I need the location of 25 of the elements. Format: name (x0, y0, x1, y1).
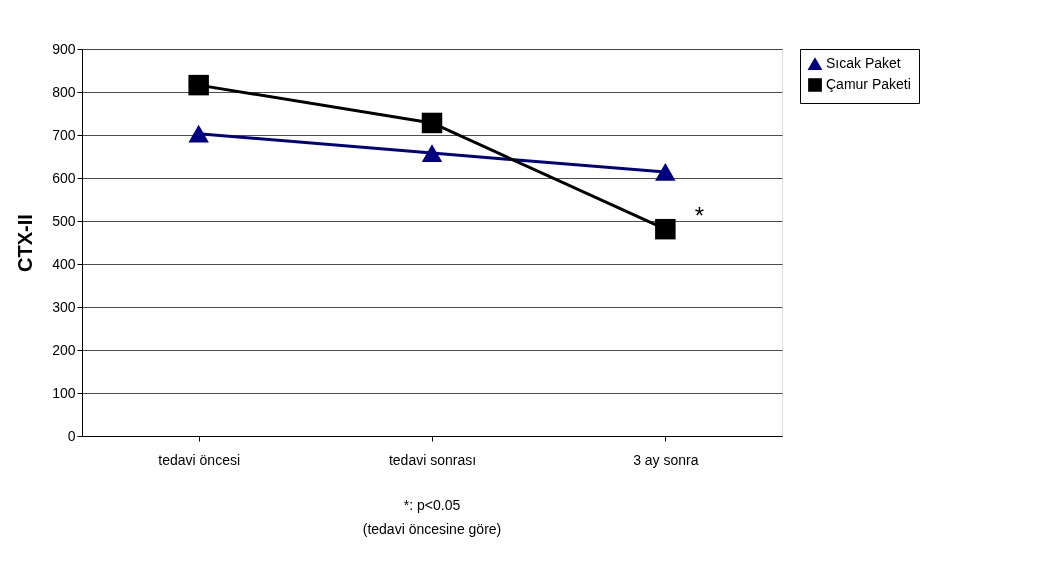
x-tick-label: tedavi öncesi (158, 451, 241, 468)
y-tick-label: 200 (52, 341, 76, 358)
y-tick-label: 300 (52, 298, 76, 315)
y-tick-label: 600 (52, 169, 76, 186)
legend-label: Çamur Paketi (826, 76, 911, 92)
point (188, 124, 209, 143)
y-tick-label: 700 (52, 126, 76, 143)
y-tick-label: 900 (52, 40, 76, 57)
annotation: * (694, 201, 705, 229)
text: (tedavi öncesine göre) (362, 521, 502, 537)
point (421, 112, 443, 134)
y-axis-title: CTX-II (14, 214, 37, 272)
y-tick-label: 500 (52, 212, 76, 229)
point (655, 218, 676, 240)
text: *: p<0.05 (403, 497, 461, 513)
y-tick-label: 0 (67, 427, 76, 444)
point (421, 144, 443, 162)
y-tick-label: 800 (52, 83, 76, 100)
point (655, 163, 676, 181)
y-tick-label: 400 (52, 255, 76, 272)
x-tick-label: 3 ay sonra (633, 451, 699, 468)
point (188, 74, 209, 96)
legend-label: Sıcak Paket (826, 55, 901, 71)
x-tick-label: tedavi sonrası (388, 451, 477, 468)
y-tick-label: 100 (52, 384, 76, 401)
